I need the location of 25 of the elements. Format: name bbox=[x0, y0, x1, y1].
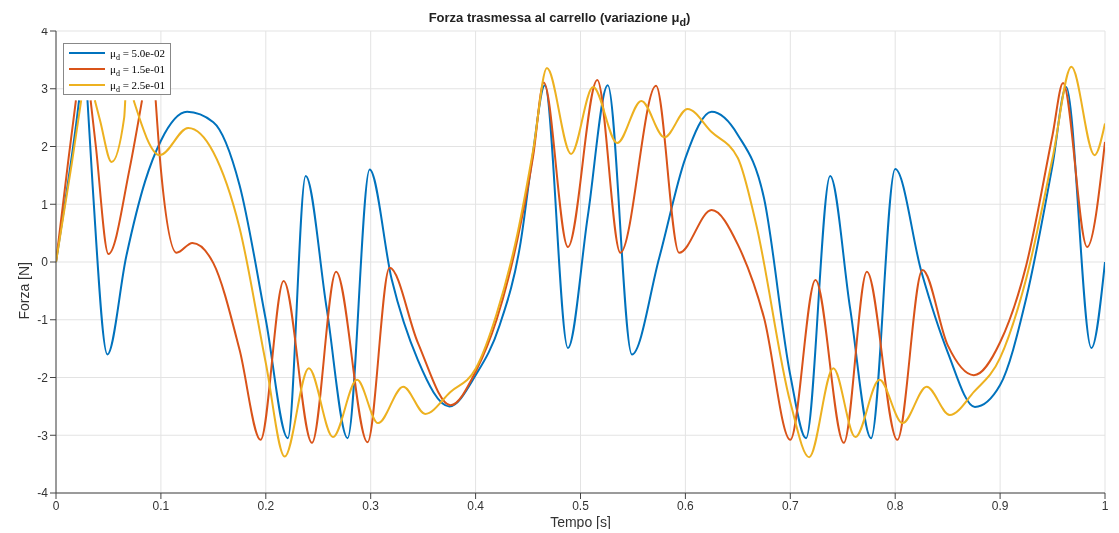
legend-label: μ$_{d}$ = 2.5e-01 bbox=[110, 78, 165, 95]
x-axis-title: Tempo [s] bbox=[550, 514, 611, 530]
x-tick-label: 0.4 bbox=[467, 498, 485, 513]
x-tick-label: 0.7 bbox=[781, 498, 799, 513]
x-tick-label: 0 bbox=[52, 498, 60, 513]
y-tick-label: -3 bbox=[37, 428, 49, 443]
x-tick-label: 0.1 bbox=[152, 498, 170, 513]
y-tick-label: -4 bbox=[37, 486, 49, 501]
chart-title: Forza trasmessa al carrello (variazione μ$_{d}$) bbox=[428, 10, 691, 28]
y-tick-label: 3 bbox=[41, 82, 49, 97]
y-tick-label: 2 bbox=[41, 139, 49, 154]
legend-label: μ$_{d}$ = 5.0e-02 bbox=[110, 46, 165, 63]
x-tick-label: 0.8 bbox=[886, 498, 904, 513]
x-tick-label: 0.5 bbox=[572, 498, 590, 513]
x-tick-label: 0.9 bbox=[991, 498, 1009, 513]
x-tick-label: 0.2 bbox=[257, 498, 275, 513]
y-tick-label: 1 bbox=[41, 197, 49, 212]
y-axis-title: Forza [N] bbox=[15, 262, 32, 320]
x-tick-label: 1 bbox=[1101, 498, 1109, 513]
y-tick-label: 0 bbox=[41, 255, 49, 270]
x-tick-label: 0.3 bbox=[362, 498, 380, 513]
y-tick-label: -2 bbox=[37, 370, 49, 385]
x-tick-label: 0.6 bbox=[677, 498, 695, 513]
y-tick-label: -1 bbox=[37, 313, 49, 328]
legend-label: μ$_{d}$ = 1.5e-01 bbox=[110, 62, 165, 79]
